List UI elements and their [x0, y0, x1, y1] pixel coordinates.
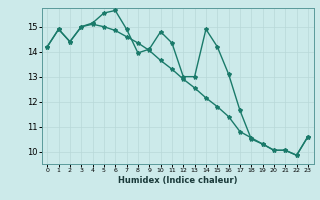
- X-axis label: Humidex (Indice chaleur): Humidex (Indice chaleur): [118, 176, 237, 185]
